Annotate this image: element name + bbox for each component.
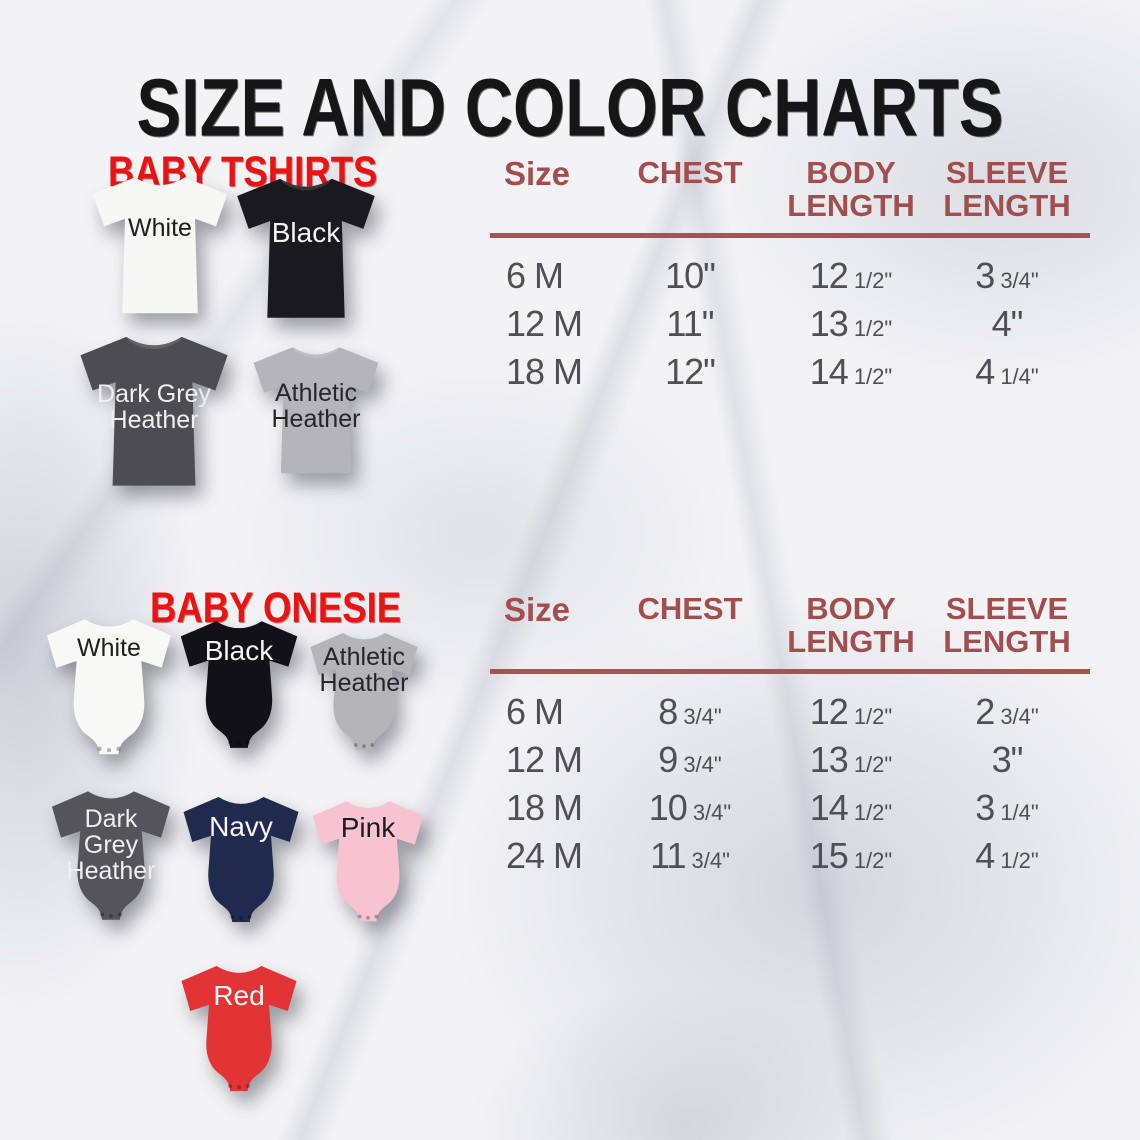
table-cell: 4" <box>991 302 1024 344</box>
column-header-chest: CHEST <box>637 155 743 190</box>
column-header-body-length: BODY LENGTH <box>787 591 915 660</box>
table-row: 6 M 10" 12 1/2" 3 3/4" <box>490 252 1090 300</box>
table-cell: 10" <box>665 254 716 296</box>
table-cell: 9 3/4" <box>658 738 722 780</box>
onesie-graphic <box>183 797 299 922</box>
column-header-sleeve-length: SLEEVE LENGTH <box>943 591 1071 660</box>
onesie-navy: Navy <box>166 774 316 940</box>
table-cell: 15 1/2" <box>809 834 893 876</box>
table-row: 12 M 11" 13 1/2" 4" <box>490 300 1090 348</box>
tshirt-size-table-body: 6 M 10" 12 1/2" 3 3/4" 12 M 11" 13 1/2" 4" 18 M 12" 1… <box>490 252 1090 396</box>
tshirt-graphic <box>253 347 379 474</box>
table-cell: 24 M <box>506 834 583 876</box>
tshirt-black: Black <box>220 164 392 334</box>
table-cell: 8 3/4" <box>658 690 722 732</box>
table-header-row: Size CHEST BODY LENGTH SLEEVE LENGTH <box>490 592 1090 659</box>
tshirt-graphic <box>92 177 228 314</box>
table-cell: 12" <box>665 350 716 392</box>
onesie-graphic <box>310 633 418 750</box>
table-cell: 13 1/2" <box>809 302 893 344</box>
onesie-graphic <box>51 791 171 920</box>
page-title: SIZE AND COLOR CHARTS <box>136 61 1004 154</box>
tshirt-athletic-heather: Athletic Heather <box>238 324 394 498</box>
table-cell: 12 1/2" <box>809 254 893 296</box>
table-cell: 4 1/2" <box>975 834 1039 876</box>
table-cell: 12 1/2" <box>809 690 893 732</box>
table-cell: 11 3/4" <box>650 834 730 876</box>
onesie-graphic <box>180 621 298 748</box>
table-cell: 10 3/4" <box>648 786 732 828</box>
onesie-graphic <box>312 801 424 922</box>
table-row: 24 M 11 3/4" 15 1/2" 4 1/2" <box>490 832 1090 880</box>
onesie-black: Black <box>163 596 315 768</box>
table-cell: 13 1/2" <box>809 738 893 780</box>
table-divider <box>490 668 1090 674</box>
table-cell: 4 1/4" <box>975 350 1039 392</box>
table-cell: 14 1/2" <box>809 350 893 392</box>
onesie-athletic-heather: Athletic Heather <box>294 606 434 772</box>
tshirt-graphic <box>80 336 228 486</box>
table-row: 18 M 12" 14 1/2" 4 1/4" <box>490 348 1090 396</box>
tshirt-white: White <box>76 160 244 332</box>
onesie-pink: Pink <box>296 774 440 944</box>
table-cell: 18 M <box>506 350 583 392</box>
tshirt-size-table: Size CHEST BODY LENGTH SLEEVE LENGTH 6 M… <box>490 156 1090 396</box>
onesie-size-table: Size CHEST BODY LENGTH SLEEVE LENGTH 6 M… <box>490 592 1090 880</box>
table-row: 6 M 8 3/4" 12 1/2" 2 3/4" <box>490 688 1090 736</box>
column-header-sleeve-length: SLEEVE LENGTH <box>943 155 1071 224</box>
table-cell: 3 3/4" <box>975 254 1039 296</box>
table-cell: 18 M <box>506 786 583 828</box>
table-cell: 6 M <box>506 690 564 732</box>
column-header-size: Size <box>504 591 571 628</box>
column-header-chest: CHEST <box>637 591 743 626</box>
table-row: 18 M 10 3/4" 14 1/2" 3 1/4" <box>490 784 1090 832</box>
column-header-size: Size <box>504 155 571 192</box>
onesie-dark-grey-heather: Dark Grey Heather <box>34 766 188 940</box>
table-cell: 14 1/2" <box>809 786 893 828</box>
tshirt-graphic <box>237 178 375 318</box>
onesie-size-table-body: 6 M 8 3/4" 12 1/2" 2 3/4" 12 M 9 3/4" 13 1/2" 3" 18 M… <box>490 688 1090 880</box>
table-cell: 2 3/4" <box>975 690 1039 732</box>
table-cell: 12 M <box>506 302 583 344</box>
table-cell: 3" <box>991 738 1024 780</box>
table-divider <box>490 232 1090 238</box>
table-cell: 6 M <box>506 254 564 296</box>
onesie-red: Red <box>164 942 314 1110</box>
table-cell: 3 1/4" <box>975 786 1039 828</box>
column-header-body-length: BODY LENGTH <box>787 155 915 224</box>
baby-onesie-heading: BABY ONESIE <box>150 583 402 632</box>
onesie-graphic <box>181 966 297 1091</box>
table-row: 12 M 9 3/4" 13 1/2" 3" <box>490 736 1090 784</box>
table-cell: 12 M <box>506 738 583 780</box>
table-cell: 11" <box>666 302 714 344</box>
tshirt-dark-grey-heather: Dark Grey Heather <box>62 326 246 498</box>
table-header-row: Size CHEST BODY LENGTH SLEEVE LENGTH <box>490 156 1090 223</box>
